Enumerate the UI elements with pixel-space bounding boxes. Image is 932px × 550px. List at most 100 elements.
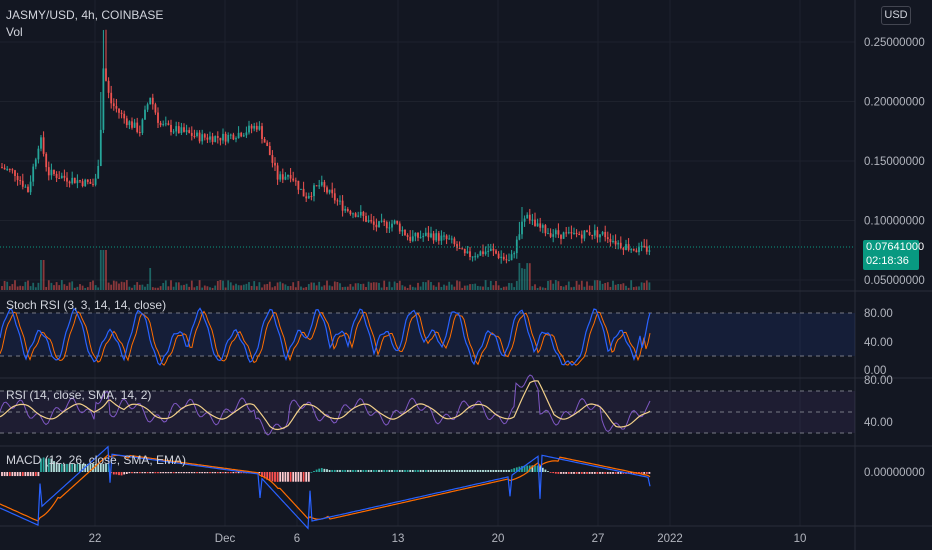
volume-bar — [344, 286, 347, 290]
macd-histogram-bar — [154, 472, 157, 474]
volume-bar — [487, 287, 490, 290]
volume-bar — [445, 285, 448, 290]
volume-bar — [482, 286, 484, 290]
candle-body — [365, 215, 367, 222]
volume-bar — [302, 287, 305, 290]
price-axis[interactable]: 0.25000000 0.20000000 0.15000000 0.10000000… — [864, 37, 925, 287]
macd-histogram-bar — [151, 472, 154, 474]
macd-histogram-bar — [281, 472, 284, 482]
volume-bar — [255, 286, 258, 290]
volume-bar — [326, 280, 328, 290]
volume-bar — [643, 282, 646, 290]
volume-label[interactable]: Vol — [6, 25, 23, 39]
macd-histogram-bar — [609, 472, 612, 474]
candle-body — [105, 68, 107, 81]
candle-body — [482, 251, 484, 255]
candle-body — [505, 259, 508, 261]
volume-bar — [466, 285, 469, 290]
candle-body — [604, 231, 607, 238]
volume-bar — [1, 286, 3, 290]
macd-histogram-bar — [575, 472, 578, 474]
macd-line — [0, 445, 651, 530]
candle-body — [112, 103, 115, 107]
candle-body — [552, 234, 555, 237]
volume-bar — [570, 287, 573, 290]
macd-histogram-bar — [560, 472, 562, 474]
volume-bar — [37, 282, 40, 290]
stoch-rsi-legend[interactable]: Stoch RSI (3, 3, 14, 14, close) — [6, 298, 167, 312]
volume-bar — [515, 280, 518, 290]
volume-bar — [409, 284, 412, 290]
macd-histogram-bar — [331, 469, 334, 472]
candle-body — [547, 233, 549, 235]
macd-histogram-bar — [32, 472, 35, 477]
candle-body — [97, 165, 100, 179]
candle-body — [19, 180, 22, 182]
volume-bar — [414, 287, 417, 290]
candle-body — [632, 249, 635, 251]
macd-histogram-bar — [573, 472, 575, 474]
volume-bar — [601, 283, 604, 290]
volume-bar — [318, 281, 321, 290]
volume-bar — [232, 285, 235, 290]
macd-histogram-bar — [232, 472, 235, 474]
stoch-k-line — [0, 307, 651, 366]
macd-histogram-bar — [42, 457, 45, 472]
macd-histogram-bar — [456, 469, 458, 472]
macd-histogram-bar — [544, 469, 547, 472]
volume-bar — [380, 287, 383, 290]
macd-histogram-bar — [365, 469, 367, 472]
volume-bar — [94, 285, 97, 290]
volume-bar — [352, 286, 354, 290]
macd-histogram-bar — [630, 472, 633, 474]
candlestick-series[interactable] — [1, 29, 651, 264]
candle-body — [162, 124, 165, 126]
volume-bar — [167, 286, 170, 290]
candle-body — [383, 220, 386, 223]
currency-button[interactable]: USD — [881, 6, 911, 25]
macd-histogram-bar — [614, 472, 617, 474]
macd-histogram-bar — [289, 472, 292, 482]
volume-bar — [354, 283, 357, 290]
volume-bar — [406, 287, 409, 290]
candle-body — [81, 181, 84, 186]
macd-histogram-bar — [310, 471, 313, 473]
volume-bar — [489, 280, 492, 290]
rsi-legend[interactable]: RSI (14, close, SMA, 14, 2) — [6, 388, 152, 402]
candle-body — [372, 221, 375, 225]
volume-bar — [32, 282, 35, 290]
volume-bar — [500, 287, 503, 290]
candle-body — [593, 230, 596, 236]
volume-bar — [261, 287, 263, 290]
macd-histogram-bar — [224, 472, 227, 474]
volume-bar — [151, 287, 154, 290]
volume-bar — [8, 286, 11, 290]
volume-bar — [567, 281, 570, 290]
candle-body — [284, 176, 287, 180]
macd-histogram-bar — [593, 472, 596, 474]
volume-bar — [214, 285, 217, 290]
symbol-title[interactable]: JASMY/USD, 4h, COINBASE — [6, 8, 164, 22]
candle-body — [14, 170, 16, 176]
macd-histogram-bar — [497, 469, 500, 472]
macd-histogram-bar — [307, 472, 310, 482]
macd-histogram-bar — [79, 463, 81, 472]
stoch-axis-label: 80.00 — [864, 308, 893, 320]
candle-body — [567, 232, 570, 234]
macd-histogram-bar — [411, 469, 414, 472]
macd-histogram-bar — [547, 471, 549, 472]
candle-body — [549, 233, 552, 237]
volume-bar — [170, 280, 172, 290]
macd-histogram-bar — [24, 472, 27, 477]
time-axis[interactable]: 22 Dec 6 13 20 27 2022 10 — [89, 533, 807, 545]
candle-body — [554, 230, 557, 235]
macd-histogram-bar — [302, 472, 305, 482]
candle-body — [11, 169, 14, 171]
stoch-axis: 80.00 40.00 0.00 — [864, 308, 893, 377]
volume-bar — [463, 285, 466, 290]
volume-bar — [497, 285, 500, 290]
volume-bar — [268, 281, 271, 290]
macd-legend[interactable]: MACD (12, 26, close, SMA, EMA) — [6, 453, 187, 467]
volume-bar — [632, 287, 635, 290]
